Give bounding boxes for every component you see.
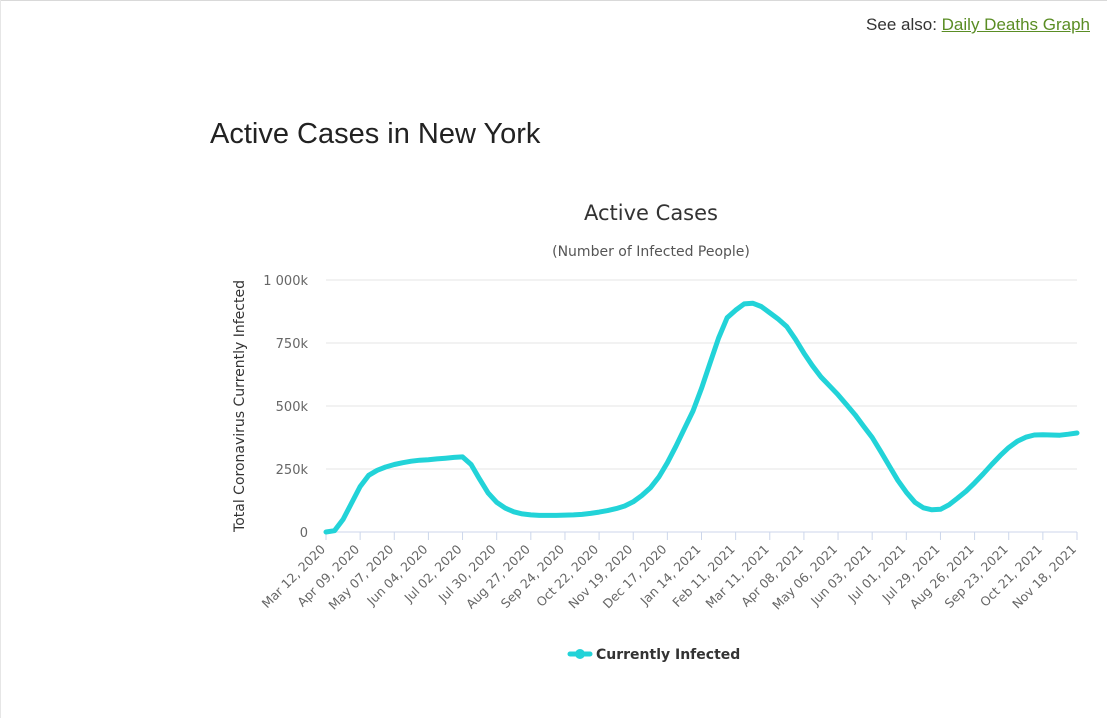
chart-subtitle: (Number of Infected People) <box>552 244 750 260</box>
see-also: See also: Daily Deaths Graph <box>866 15 1090 35</box>
y-tick-label: 250k <box>276 463 309 478</box>
legend[interactable]: Currently Infected <box>567 647 740 663</box>
y-axis-label: Total Coronavirus Currently Infected <box>232 280 248 533</box>
top-border <box>0 0 1107 1</box>
series-layer <box>323 300 1080 535</box>
gridlines <box>326 279 1077 533</box>
daily-deaths-graph-link[interactable]: Daily Deaths Graph <box>941 15 1090 34</box>
y-axis-ticks: 0 250k 500k 750k 1 000k <box>263 274 308 541</box>
y-tick-label: 500k <box>276 400 309 415</box>
left-border <box>0 0 1 718</box>
y-tick-label: 0 <box>300 526 308 541</box>
legend-marker <box>575 649 585 659</box>
series-line-currently-infected <box>323 300 1080 535</box>
y-tick-label: 1 000k <box>263 274 308 289</box>
page-title: Active Cases in New York <box>210 118 541 150</box>
see-also-prefix: See also: <box>866 15 937 34</box>
chart-title: Active Cases <box>584 201 718 225</box>
legend-label[interactable]: Currently Infected <box>596 647 740 663</box>
y-tick-label: 750k <box>276 337 309 352</box>
